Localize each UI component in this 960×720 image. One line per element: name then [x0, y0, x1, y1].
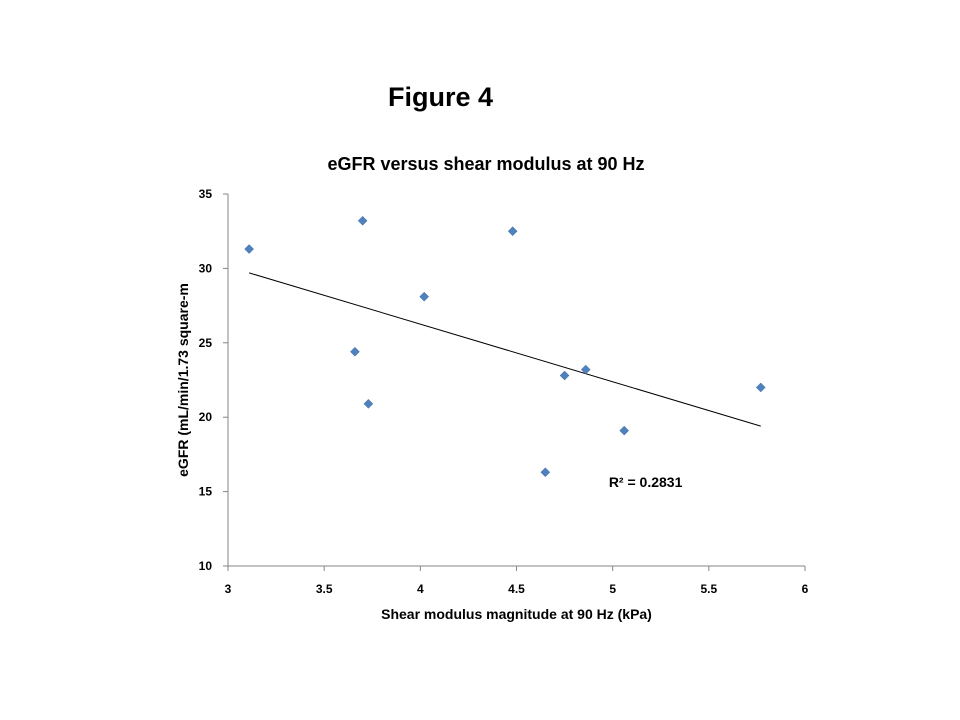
r-squared-annotation: R² = 0.2831: [609, 474, 683, 490]
x-tick-label: 3: [225, 582, 232, 596]
y-axis-label: eGFR (mL/min/1.73 square-m: [175, 283, 191, 477]
y-tick-label: 25: [199, 336, 213, 350]
data-point: [507, 226, 518, 237]
figure-label: Figure 4: [388, 82, 494, 112]
trendline: [249, 272, 761, 427]
x-tick-label: 5.5: [700, 582, 717, 596]
y-tick-label: 35: [199, 187, 213, 201]
data-point: [244, 244, 255, 254]
trendline-group: [249, 272, 761, 427]
data-point: [580, 364, 591, 375]
y-tick-label: 10: [199, 559, 213, 573]
x-tick-label: 3.5: [316, 582, 333, 596]
y-tick-label: 30: [199, 261, 213, 275]
data-point: [755, 382, 766, 393]
y-tick-label: 15: [199, 485, 213, 499]
x-tick-label: 5: [609, 582, 616, 596]
data-point: [619, 425, 630, 436]
data-point: [559, 370, 570, 381]
data-point: [419, 291, 430, 302]
y-tick-label: 20: [199, 410, 213, 424]
x-tick-label: 4: [417, 582, 424, 596]
axes: 10 15 20 25 30 35 3 3.5 4 4.5 5 5.5 6: [199, 187, 809, 596]
x-tick-label: 4.5: [508, 582, 525, 596]
data-point: [350, 346, 360, 357]
data-point: [357, 215, 368, 226]
x-axis-label: Shear modulus magnitude at 90 Hz (kPa): [381, 606, 652, 622]
chart-title: eGFR versus shear modulus at 90 Hz: [327, 154, 644, 174]
data-point: [540, 467, 551, 478]
data-point: [363, 398, 374, 409]
points-group: [244, 215, 766, 478]
x-tick-label: 6: [802, 582, 809, 596]
